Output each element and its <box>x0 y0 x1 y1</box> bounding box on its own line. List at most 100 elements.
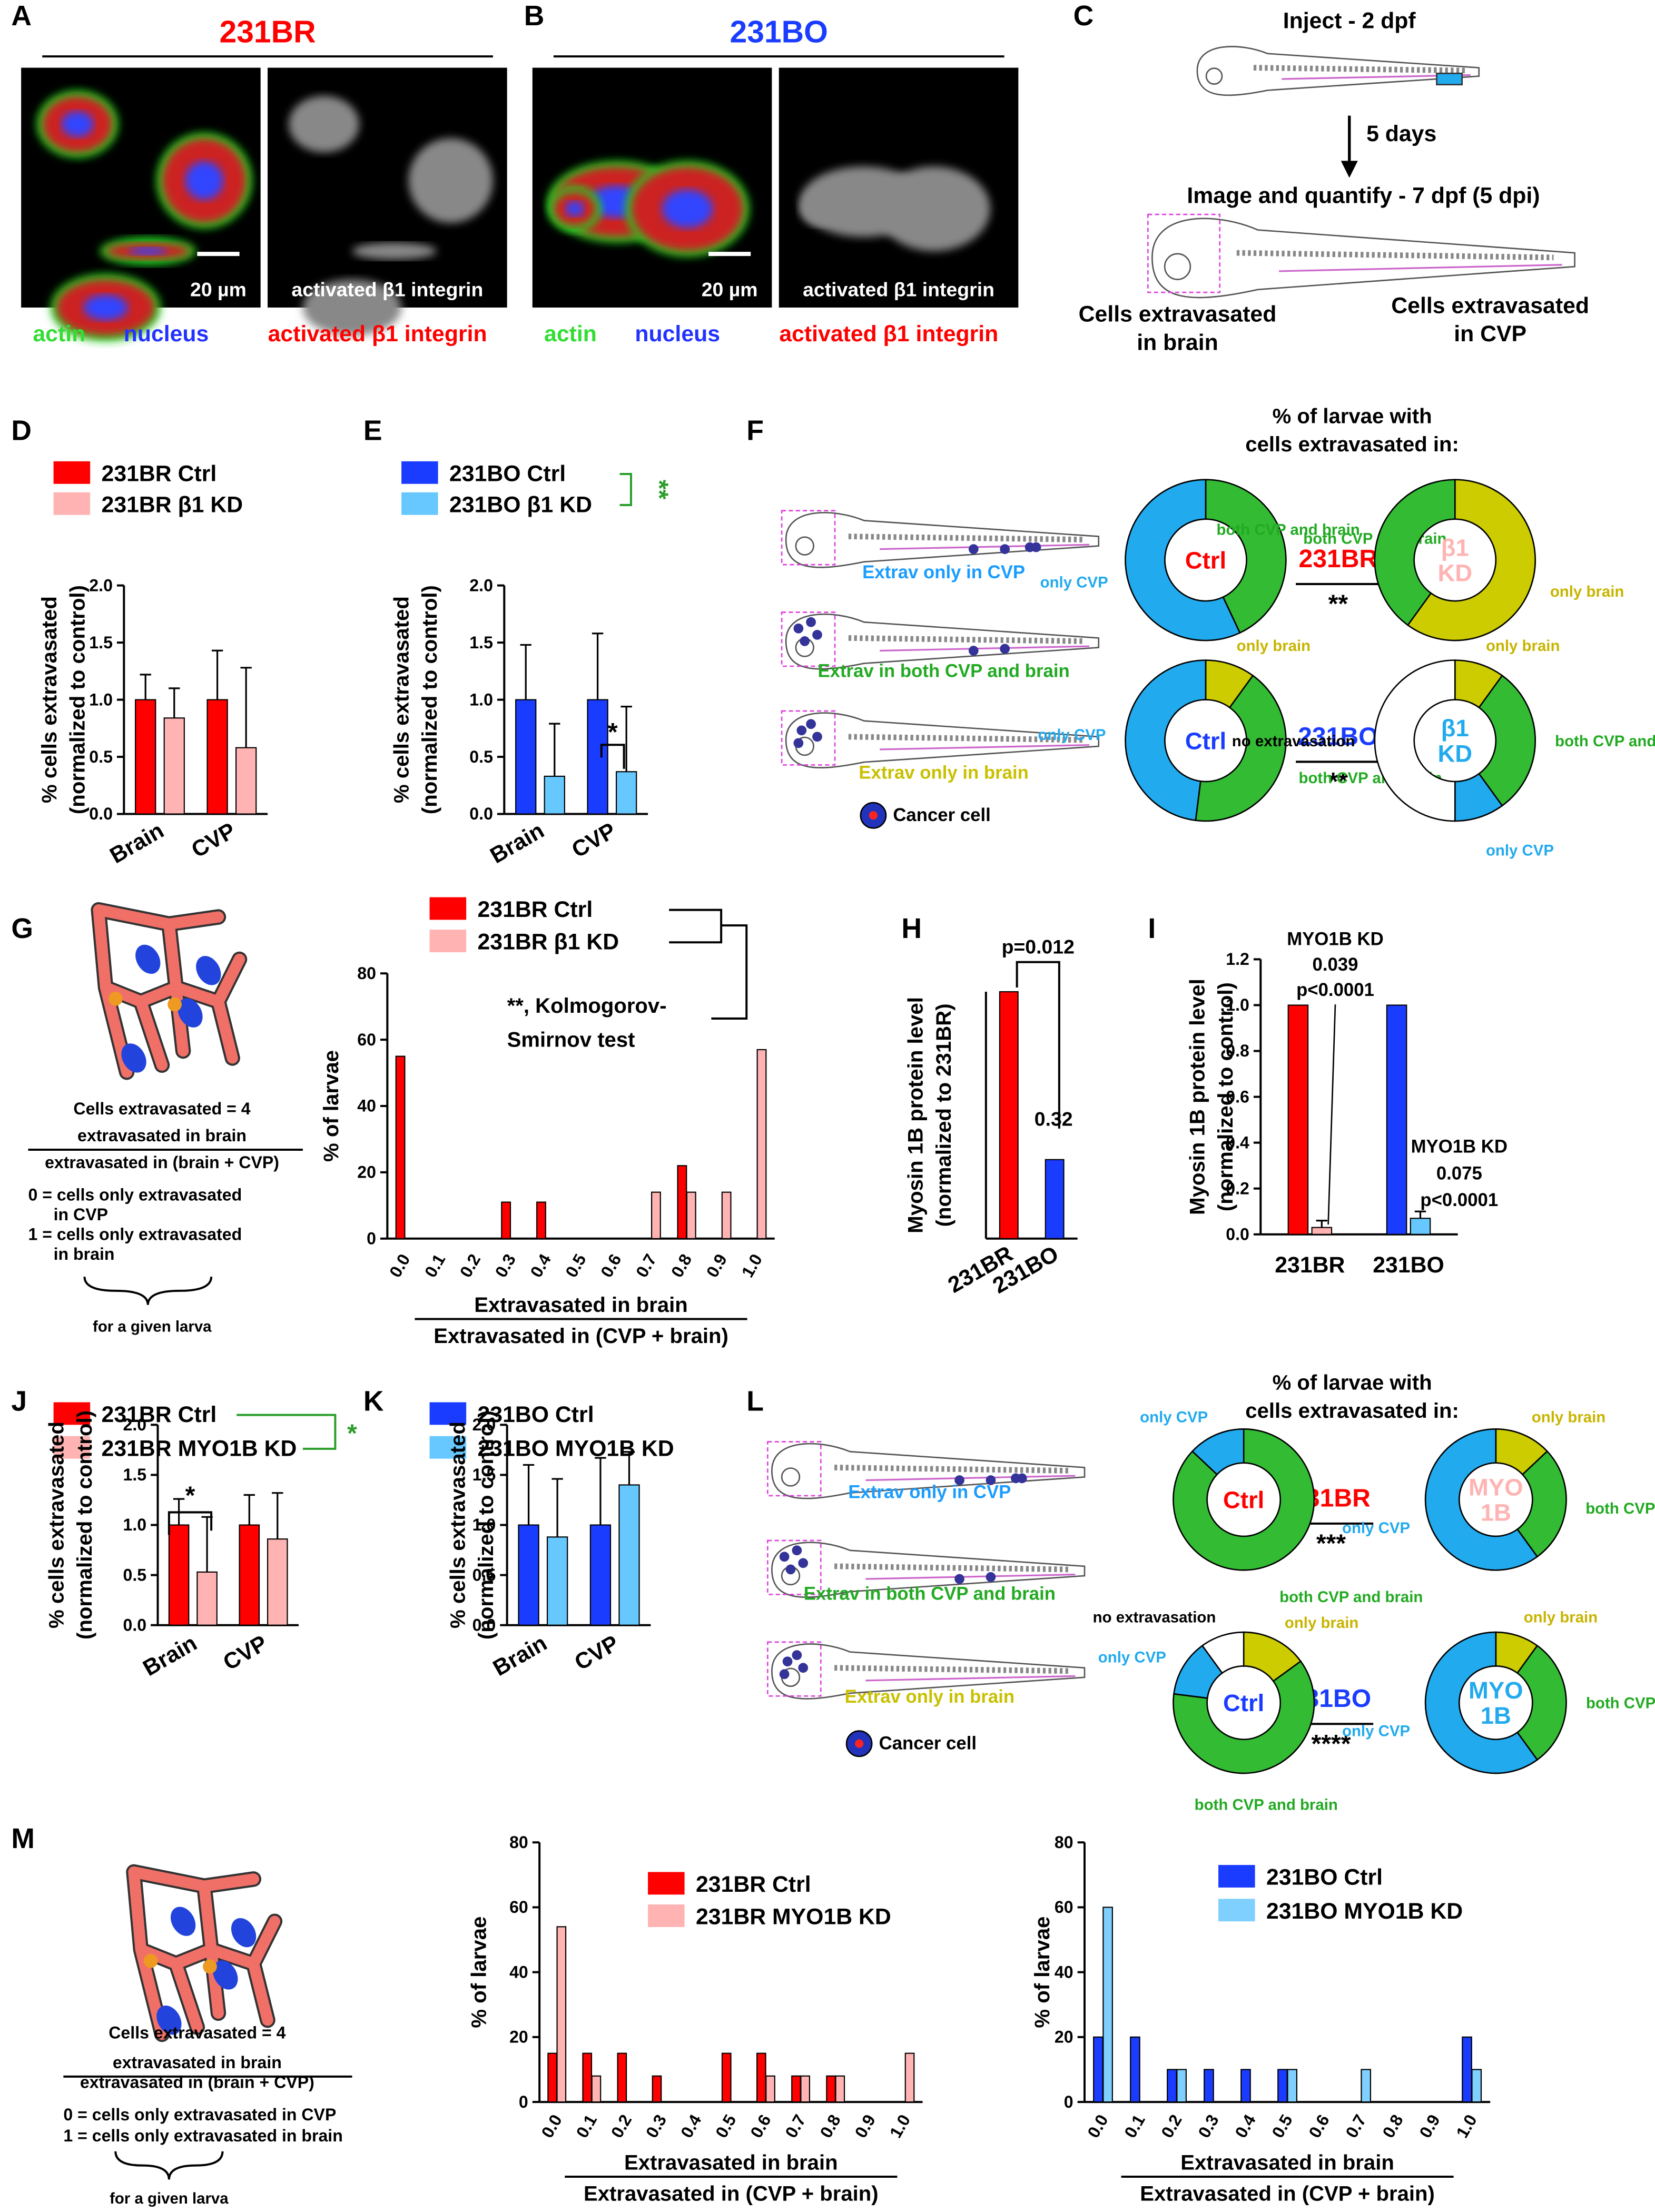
cell-body <box>128 1866 281 2040</box>
x-tick-label: Brain <box>139 1631 201 1681</box>
y-tick-label: 2.0 <box>89 576 113 595</box>
brace <box>83 1276 213 1305</box>
label: 0 = cells only extravasated <box>28 1185 242 1204</box>
scale-label: 20 µm <box>702 278 758 300</box>
nucleus <box>178 998 203 1028</box>
annotation: * <box>347 1419 357 1447</box>
panel-letter: B <box>524 1 545 32</box>
y-axis-title: (normalized to control) <box>474 1410 498 1640</box>
bar <box>1045 1159 1065 1239</box>
y-axis-title: % cells extravasated <box>390 596 413 803</box>
legend-label: 231BO β1 KD <box>449 492 592 517</box>
x-tick-label: 0.7 <box>632 1251 660 1281</box>
x-tick-label: 0.5 <box>712 2111 740 2141</box>
y-tick-label: 0.5 <box>89 747 113 766</box>
donut-segment <box>1374 479 1456 626</box>
segment-label: only brain <box>1237 637 1311 655</box>
label: 231BR <box>1298 545 1377 573</box>
bracket <box>600 744 625 769</box>
panel-letter: C <box>1073 1 1094 32</box>
cancer-cell <box>954 1475 964 1485</box>
cancer-cell <box>1000 544 1010 555</box>
panel-title: 231BO <box>730 15 828 49</box>
nucleus <box>156 2006 182 2035</box>
legend-swatch <box>401 492 438 515</box>
junction <box>168 997 182 1012</box>
segment-label: both CVP and brain <box>1279 1588 1423 1606</box>
bar <box>756 2052 766 2103</box>
y-axis-title: (normalized to control) <box>65 585 89 814</box>
bar <box>196 1571 218 1626</box>
x-tick-label: 0.9 <box>1415 2111 1443 2141</box>
cancer-cell <box>792 1545 802 1556</box>
donut-center: β1 <box>1441 534 1469 561</box>
y-tick-label: 40 <box>509 1962 528 1981</box>
donut-segment <box>1125 659 1207 822</box>
x-tick-label: 0.4 <box>677 2111 705 2141</box>
fish-eye <box>795 536 814 556</box>
label: in CVP <box>54 1205 108 1224</box>
fish-outline <box>1151 218 1575 299</box>
y-axis-title: % of larvae <box>467 1917 491 2028</box>
bar <box>1361 2069 1372 2103</box>
cancer-cell <box>986 1572 996 1582</box>
nucleus <box>170 1907 196 1936</box>
cancer-cell <box>793 738 804 748</box>
error-bar <box>520 644 531 700</box>
cancer-cell <box>968 646 979 656</box>
legend-label: 231BO MYO1B KD <box>478 1436 674 1461</box>
bar <box>1176 2069 1187 2103</box>
bar <box>826 2075 836 2103</box>
cancer-cell <box>798 1663 809 1673</box>
donut-segment <box>1191 1428 1245 1476</box>
cell-nucleus <box>129 247 167 255</box>
error-bar <box>620 705 632 772</box>
stain-label: nucleus <box>124 321 209 347</box>
y-tick-label: 0.6 <box>1226 1087 1249 1106</box>
bar <box>135 699 156 815</box>
y-tick-label: 2.0 <box>472 1415 496 1434</box>
bar <box>582 2052 593 2103</box>
bracket <box>168 1511 213 1535</box>
fish-vessel <box>880 544 1089 550</box>
panel-letter: E <box>363 416 382 447</box>
label: *** <box>1316 1529 1346 1557</box>
x-tick-label: CVP <box>570 1631 623 1676</box>
legend-swatch <box>1218 1899 1255 1922</box>
x-tick-label: 0.3 <box>642 2111 670 2141</box>
x-axis-title: Extravasated in (CVP + brain) <box>1140 2182 1435 2206</box>
fish-spine <box>1253 65 1465 74</box>
label: Extrav only in brain <box>859 763 1029 783</box>
x-tick-label: 0.8 <box>1378 2111 1406 2141</box>
cancer-cell <box>792 1650 802 1661</box>
bar <box>1167 2069 1177 2103</box>
segment-label: only CVP <box>1342 1723 1410 1740</box>
x-tick-label: 0.7 <box>1342 2111 1370 2141</box>
donut-segment <box>1424 1428 1539 1571</box>
annotation: p=0.012 <box>1002 936 1075 958</box>
x-tick-label: 0.0 <box>538 2111 566 2141</box>
segment-label: both CVP and brain <box>1216 521 1360 538</box>
cell-nucleus <box>83 294 128 321</box>
y-tick-label: 2.0 <box>469 576 493 595</box>
label: 0 = cells only extravasated in CVP <box>63 2105 336 2124</box>
label: Extrav in both CVP and brain <box>817 661 1069 682</box>
segment-label: only CVP <box>1098 1648 1166 1666</box>
annotation: p<0.0001 <box>1296 980 1374 1000</box>
y-axis-title: % cells extravasated <box>37 596 61 803</box>
legend-swatch <box>53 492 91 515</box>
y-tick-label: 1.2 <box>1226 950 1249 969</box>
x-tick-label: 0.3 <box>1194 2111 1222 2141</box>
panel-letter: I <box>1148 913 1156 944</box>
y-tick-label: 0 <box>367 1229 376 1248</box>
donut-segment <box>1125 479 1241 641</box>
label: Image and quantify - 7 dpf (5 dpi) <box>1187 183 1540 209</box>
panel-letter: M <box>11 1823 35 1854</box>
brace <box>114 2151 224 2180</box>
donut-segment <box>1173 1660 1315 1774</box>
x-tick-label: 0.6 <box>597 1251 625 1281</box>
legend-label: 231BR β1 KD <box>478 930 619 955</box>
x-tick-label: 0.4 <box>1231 2111 1259 2141</box>
bar <box>800 2075 811 2103</box>
segment-label: only brain <box>1524 1609 1598 1626</box>
